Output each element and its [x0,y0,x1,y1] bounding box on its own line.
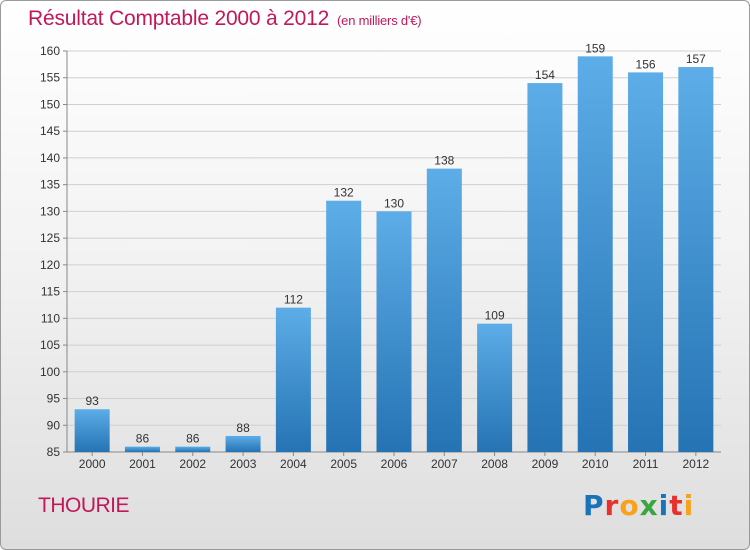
data-label: 109 [485,309,505,323]
data-label: 156 [636,57,656,71]
bar [175,446,211,452]
data-label: 159 [585,41,605,55]
y-tick-label: 160 [40,44,60,58]
y-tick-label: 145 [40,124,60,138]
bar [74,409,110,452]
logo-letter: o [619,489,640,522]
bars [74,56,714,453]
logo-letter: t [669,489,684,522]
commune-name: THOURIE [38,494,130,517]
y-tick-label: 85 [47,445,61,459]
bar [577,56,613,452]
y-tick-label: 130 [40,204,60,218]
y-tick-label: 120 [40,258,60,272]
x-tick-label: 2007 [431,457,458,471]
proxiti-logo[interactable]: Proxiti [583,489,694,522]
chart-title-text: Résultat Comptable 2000 à 2012 [28,7,330,30]
y-tick-label: 125 [40,231,60,245]
y-tick-label: 100 [40,365,60,379]
logo-letter: i [658,489,670,522]
logo-letter: r [604,489,620,522]
bar [477,323,513,452]
y-tick-label: 150 [40,97,60,111]
bar [527,83,563,452]
y-tick-label: 135 [40,178,60,192]
data-label: 93 [85,394,99,408]
x-tick-label: 2005 [330,457,357,471]
bar [376,211,412,452]
x-tick-label: 2003 [230,457,257,471]
bar [628,72,664,453]
data-label: 157 [686,52,706,66]
bar [678,67,714,452]
data-label: 130 [384,196,404,210]
y-tick-label: 115 [41,285,60,299]
x-tick-label: 2010 [582,457,609,471]
x-tick-label: 2000 [79,457,106,471]
x-tick-label: 2012 [682,457,709,471]
data-label: 138 [434,154,454,168]
bar [326,200,362,452]
data-label: 88 [236,421,250,435]
data-label: 154 [535,68,555,82]
y-tick-label: 105 [40,338,60,352]
x-tick-label: 2006 [381,457,408,471]
logo-letter: P [583,489,605,522]
data-label: 86 [136,432,150,446]
bar [225,435,261,452]
bar [275,307,311,452]
logo-letter: i [683,489,695,522]
y-tick-label: 90 [47,418,61,432]
x-tick-label: 2002 [179,457,206,471]
x-tick-label: 2001 [129,457,156,471]
data-label: 132 [334,186,354,200]
data-label: 112 [284,293,303,307]
y-tick-label: 110 [41,311,60,325]
logo-letter: x [639,489,659,522]
bar [124,446,160,452]
y-tick-label: 155 [40,71,60,85]
x-tick-label: 2011 [633,457,659,471]
chart-title: Résultat Comptable 2000 à 2012 (en millie… [28,7,422,31]
x-tick-label: 2008 [481,457,508,471]
data-label: 86 [186,432,200,446]
chart-subtitle: (en milliers d'€) [337,13,422,28]
x-tick-label: 2004 [280,457,307,471]
labels: 85 90 95 100 105 110 115 120 125 130 135 140 145 150 1… [40,41,710,471]
bar [426,168,462,453]
y-tick-label: 95 [47,392,61,406]
x-tick-label: 2009 [532,457,559,471]
y-tick-label: 140 [40,151,60,165]
